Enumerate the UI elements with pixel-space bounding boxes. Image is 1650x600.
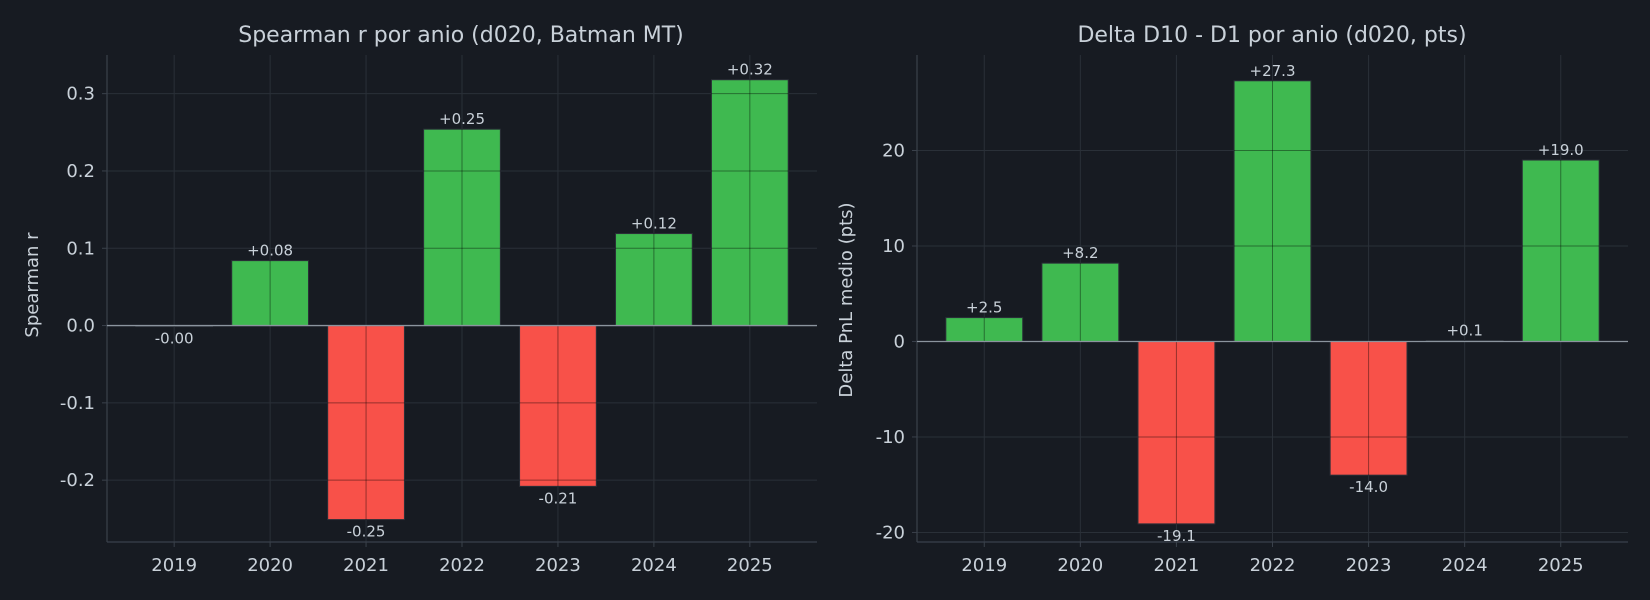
left-chart-x-tick-label: 2020 [247,555,293,576]
left-chart-bar-2021 [327,325,405,521]
left-chart-data-label: -0.25 [347,523,386,541]
left-chart-data-label: +0.08 [247,242,293,260]
left-chart-data-label: +0.25 [439,110,485,128]
right-chart: Delta D10 - D1 por anio (d020, pts) Delt… [836,23,1628,576]
left-chart-x-tick-label: 2021 [343,555,389,576]
left-chart-x-tick-label: 2025 [727,555,773,576]
right-chart-data-label: +27.3 [1250,62,1296,80]
right-chart-bar-2023 [1329,340,1408,476]
right-chart-y-axis-label: Delta PnL medio (pts) [836,202,857,397]
right-chart-x-tick-label: 2019 [961,555,1007,576]
right-chart-y-tick-label: -10 [876,427,905,448]
left-chart-x-tick-label: 2019 [151,555,197,576]
right-chart-bar-2021 [1137,340,1216,525]
right-chart-x-tick-label: 2022 [1250,555,1296,576]
left-chart: Spearman r por anio (d020, Batman MT) Sp… [22,23,817,576]
right-chart-y-tick-label: -20 [876,522,905,543]
left-chart-data-label: +0.32 [727,61,773,79]
left-chart-data-label: -0.00 [155,329,194,347]
left-chart-x-tick-label: 2023 [535,555,581,576]
right-chart-y-tick-label: 0 [894,331,905,352]
right-chart-bars [945,80,1600,525]
left-chart-x-tick-label: 2022 [439,555,485,576]
right-chart-x-tick-label: 2025 [1538,555,1584,576]
right-chart-y-tick-label: 10 [882,236,905,257]
right-chart-y-tick-label: 20 [882,140,905,161]
right-chart-title: Delta D10 - D1 por anio (d020, pts) [1077,23,1466,48]
right-chart-x-tick-label: 2020 [1057,555,1103,576]
left-chart-bar-2020 [231,260,309,327]
left-chart-bar-2022 [423,128,501,327]
right-chart-grid-overlay [983,80,1600,524]
left-chart-y-tick-label: -0.1 [60,393,95,414]
left-chart-x-tick-label: 2024 [631,555,677,576]
left-chart-y-tick-label: 0.1 [66,238,95,259]
right-chart-bar-2022 [1233,80,1312,342]
left-chart-bars [135,79,789,521]
left-chart-y-tick-label: 0.3 [66,84,95,105]
left-chart-data-label: -0.21 [539,489,578,507]
left-chart-y-tick-label: 0.0 [66,316,95,337]
left-chart-data-label: +0.12 [631,215,677,233]
right-chart-data-label: +2.5 [966,299,1002,317]
left-chart-title: Spearman r por anio (d020, Batman MT) [238,23,684,48]
left-chart-y-axis-label: Spearman r [22,232,43,338]
right-chart-x-tick-label: 2023 [1346,555,1392,576]
left-chart-bar-2025 [710,79,789,327]
right-chart-x-tick-label: 2021 [1154,555,1200,576]
left-chart-bar-2023 [519,325,597,487]
right-chart-x-tick-label: 2024 [1442,555,1488,576]
left-chart-y-tick-label: 0.2 [66,161,95,182]
left-chart-grid-overlay [173,79,789,520]
right-chart-data-label: +19.0 [1538,141,1584,159]
right-chart-data-label: +8.2 [1062,244,1098,262]
right-chart-data-label: -19.1 [1157,527,1196,545]
right-chart-data-label: +0.1 [1446,322,1482,340]
left-chart-y-tick-label: -0.2 [60,470,95,491]
right-chart-data-label: -14.0 [1349,478,1388,496]
left-chart-bar-2024 [615,233,693,327]
right-chart-bar-2025 [1521,159,1600,342]
